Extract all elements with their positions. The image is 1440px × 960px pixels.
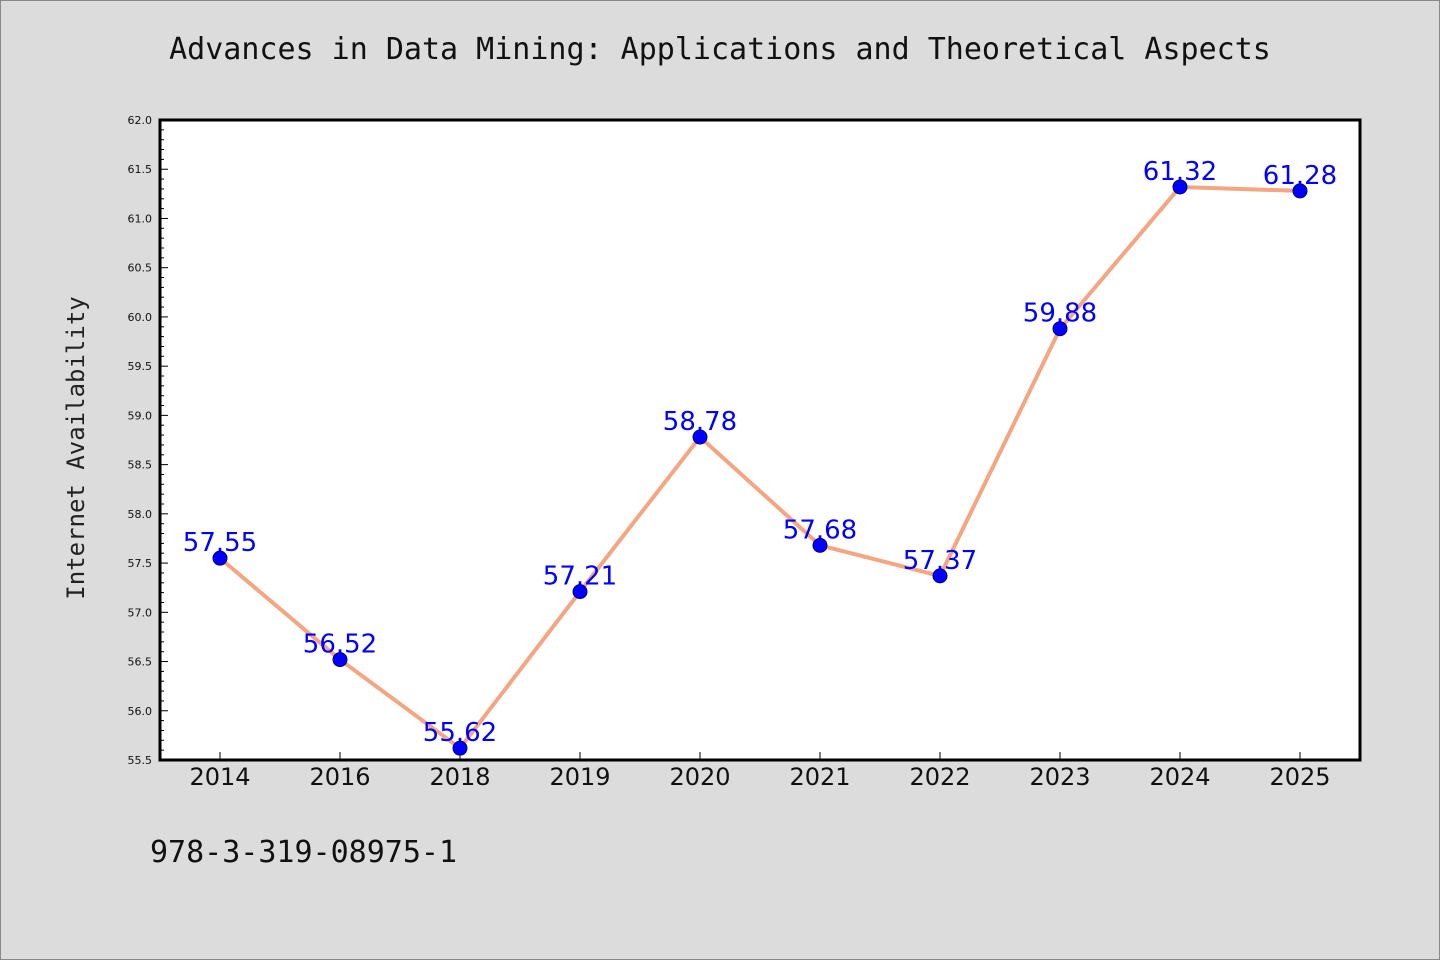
y-tick-label: 59.5 [128,360,153,373]
x-tick-label: 2014 [189,763,250,791]
data-label: 55.62 [423,718,497,748]
data-point [1052,321,1068,337]
data-point [1172,179,1188,195]
y-tick-label: 61.5 [128,163,153,176]
isbn-footer: 978-3-319-08975-1 [150,835,458,870]
y-axis: 55.5 56.0 56.5 57.0 57.5 58.0 58.5 59.0 59.5 60.0… [128,114,168,767]
data-label: 57.37 [903,546,977,576]
data-point [932,568,948,584]
x-tick-label: 2025 [1269,763,1330,791]
data-label: 61.32 [1143,157,1217,187]
x-axis: 2014 2016 2018 2019 2020 2021 2022 2023 2024 2025 [189,752,1331,791]
data-label: 57.21 [543,562,617,592]
x-tick-label: 2019 [549,763,610,791]
x-tick-label: 2021 [789,763,850,791]
chart-title: Advances in Data Mining: Applications an… [169,32,1271,67]
y-tick-label: 58.5 [128,459,153,472]
x-tick-label: 2022 [909,763,970,791]
series-group [212,179,1308,756]
x-tick-label: 2020 [669,763,730,791]
x-tick-label: 2018 [429,763,490,791]
data-point [452,740,468,756]
data-label: 56.52 [303,630,377,660]
y-tick-label: 57.0 [128,606,153,619]
x-tick-label: 2023 [1029,763,1090,791]
y-tick-label: 62.0 [128,114,153,127]
data-point [332,652,348,668]
y-tick-label: 56.5 [128,656,153,669]
data-point [572,584,588,600]
data-label: 59.88 [1023,299,1097,329]
data-point [212,550,228,566]
x-tick-label: 2016 [309,763,370,791]
data-label: 61.28 [1263,161,1337,191]
y-tick-label: 60.5 [128,262,153,275]
data-point [812,537,828,553]
y-tick-label: 60.0 [128,311,153,324]
data-label: 57.68 [783,515,857,545]
y-tick-label: 56.0 [128,705,153,718]
data-label: 57.55 [183,528,257,558]
data-point [692,429,708,445]
plot-frame [158,118,1362,762]
plot-area [160,120,1360,760]
y-tick-label: 58.0 [128,508,153,521]
data-label: 58.78 [663,407,737,437]
x-tick-label: 2024 [1149,763,1210,791]
data-point [1292,183,1308,199]
series-line [218,184,1302,751]
y-tick-label: 59.0 [128,409,153,422]
y-tick-label: 61.0 [128,212,153,225]
data-labels-group: 57.55 56.52 55.62 57.21 58.78 57.68 57.37 59.88… [183,157,1337,748]
y-tick-label: 55.5 [128,754,153,767]
y-tick-label: 57.5 [128,557,153,570]
